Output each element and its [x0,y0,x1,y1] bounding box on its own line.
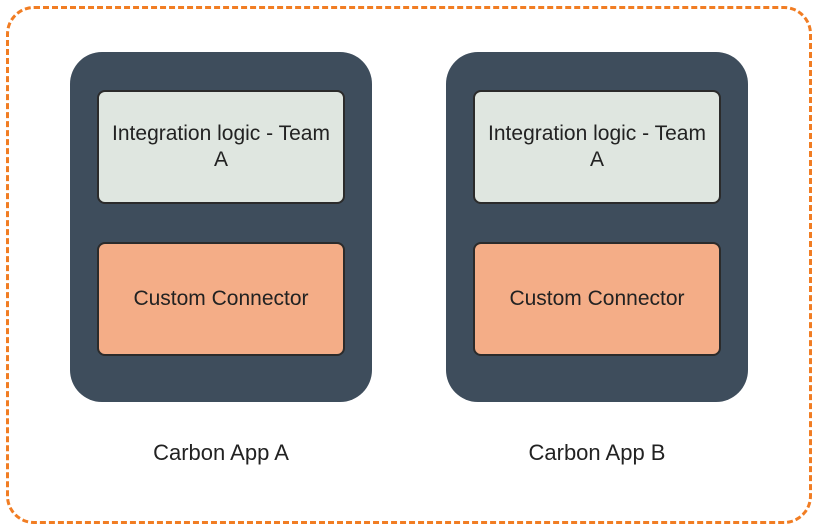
integration-logic-label-b: Integration logic - Team A [485,121,709,174]
integration-logic-box-b: Integration logic - Team A [473,90,721,204]
custom-connector-label-a: Custom Connector [133,286,308,312]
carbon-app-b-caption-text: Carbon App B [529,440,666,465]
carbon-app-b-block: Integration logic - Team A Custom Connec… [446,52,748,402]
carbon-app-a-caption: Carbon App A [70,440,372,466]
custom-connector-box-b: Custom Connector [473,242,721,356]
carbon-app-b-caption: Carbon App B [446,440,748,466]
carbon-app-a-block: Integration logic - Team A Custom Connec… [70,52,372,402]
custom-connector-label-b: Custom Connector [509,286,684,312]
apps-row: Integration logic - Team A Custom Connec… [0,0,818,530]
integration-logic-label-a: Integration logic - Team A [109,121,333,174]
custom-connector-box-a: Custom Connector [97,242,345,356]
carbon-app-a-caption-text: Carbon App A [153,440,289,465]
integration-logic-box-a: Integration logic - Team A [97,90,345,204]
